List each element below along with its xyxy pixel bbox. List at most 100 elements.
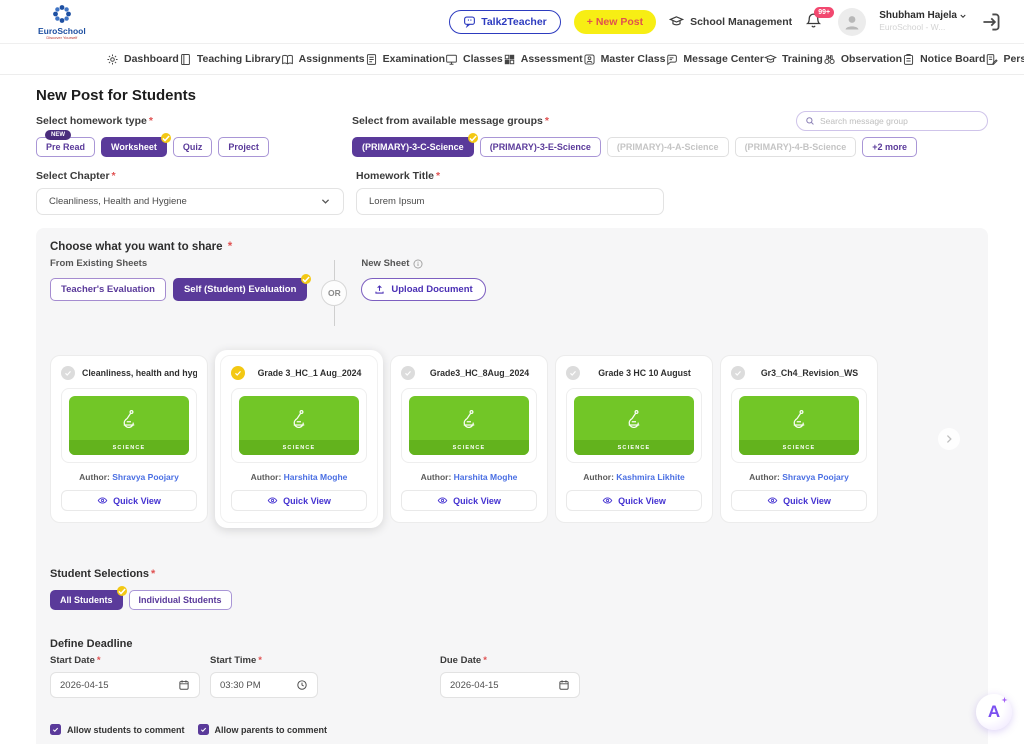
nav-item-label: Master Class [600,53,666,65]
sheet-selected-check[interactable] [231,366,245,380]
nav-item-classes[interactable]: Classes [445,53,503,66]
sheet-card[interactable]: Grade 3_HC_1 Aug_2024 SCIENCE Author: Ha… [220,355,378,523]
user-menu[interactable]: Shubham Hajela EuroSchool - W... [879,10,967,33]
sheet-subject-band: SCIENCE [574,440,694,455]
sheet-unselected-check[interactable] [566,366,580,380]
upload-document-label: Upload Document [391,284,473,295]
existing-option-teacher-s-evaluation[interactable]: Teacher's Evaluation [50,278,166,301]
nav-item-personalized-learning[interactable]: Personalized Learning [985,53,1024,66]
carousel-next-button[interactable] [938,428,960,450]
clipboard-icon [902,53,915,66]
sheet-author-name[interactable]: Shravya Poojary [782,472,849,482]
sheet-author-name[interactable]: Kashmira Likhite [616,472,685,482]
sheet-card[interactable]: Cleanliness, health and hygiene SCIENCE … [50,355,208,523]
from-existing-label: From Existing Sheets [50,258,148,269]
homework-type-pre-read[interactable]: Pre Read NEW [36,130,96,157]
homework-type-label: Project [228,142,259,152]
homework-type-label: Pre Read [46,142,86,152]
euroschool-logo[interactable]: EuroSchool Discover Yourself [38,3,86,41]
message-group-label: (PRIMARY)-4-B-Science [744,142,847,152]
logout-button[interactable] [980,11,1002,33]
message-group-+2-more[interactable]: +2 more [862,137,918,157]
quick-view-button[interactable]: Quick View [401,490,537,511]
start-time-input[interactable] [220,679,296,691]
checkbox-allow-parents-to-comment[interactable]: Allow parents to comment [197,724,327,735]
message-group--primary-3-e-science[interactable]: (PRIMARY)-3-E-Science [479,137,601,157]
quick-view-label: Quick View [618,495,666,506]
student-selection-individual-students[interactable]: Individual Students [128,590,232,610]
notifications-button[interactable]: 99+ [805,6,835,32]
nav-item-assignments[interactable]: Assignments [281,53,365,66]
homework-type-worksheet[interactable]: Worksheet [101,133,171,157]
chapter-select[interactable]: Cleanliness, Health and Hygiene [36,188,344,215]
nav-item-assessment[interactable]: Assessment [503,53,583,66]
nav-item-dashboard[interactable]: Dashboard [106,53,179,66]
nav-item-teaching-library[interactable]: Teaching Library [179,53,281,66]
clock-icon[interactable] [296,679,308,691]
nav-item-master-class[interactable]: Master Class [583,53,666,66]
ai-assistant-button[interactable]: A [976,694,1012,730]
avatar[interactable] [838,7,867,36]
euroschool-flower-icon [51,3,73,25]
info-icon[interactable] [413,259,423,269]
sheet-author-name[interactable]: Harshita Moghe [283,472,348,482]
start-date-group: Start Date * [50,655,200,698]
search-input[interactable] [820,116,979,126]
sheet-unselected-check[interactable] [401,366,415,380]
quick-view-button[interactable]: Quick View [231,490,367,511]
calendar-icon[interactable] [558,679,570,691]
book-icon [179,53,192,66]
checkbox-icon[interactable] [50,724,61,735]
gear-icon [106,53,119,66]
message-groups-label: Select from available message groups * [352,115,549,127]
sheet-author: Author: Shravya Poojary [749,472,849,482]
homework-title-input[interactable] [369,196,651,207]
sheet-author-name[interactable]: Shravya Poojary [112,472,179,482]
microscope-icon [459,408,479,428]
sheet-unselected-check[interactable] [61,366,75,380]
student-selection-label: All Students [60,595,113,605]
sheet-unselected-check[interactable] [731,366,745,380]
message-group-label: (PRIMARY)-3-C-Science [362,142,464,152]
monitor-icon [445,53,458,66]
sheet-title: Grade3_HC_8Aug_2024 [429,368,530,378]
school-management-link[interactable]: School Management [669,14,792,29]
nav-item-observation[interactable]: Observation [823,53,902,66]
checkbox-icon[interactable] [197,724,209,735]
student-selection-all-students[interactable]: All Students [50,586,127,610]
existing-option-self-student-evaluation[interactable]: Self (Student) Evaluation [172,274,312,301]
talk2teacher-button[interactable]: Talk2Teacher [449,9,561,34]
new-post-button[interactable]: + New Post [573,9,657,34]
sheet-thumbnail: SCIENCE [61,388,197,463]
homework-type-label: Worksheet [111,142,157,152]
sheet-author-name[interactable]: Harshita Moghe [453,472,518,482]
nav-item-message-center[interactable]: Message Center [665,53,764,66]
quick-view-button[interactable]: Quick View [61,490,197,511]
sheet-card[interactable]: Gr3_Ch4_Revision_WS SCIENCE Author: Shra… [720,355,878,523]
checkbox-allow-students-to-comment[interactable]: Allow students to comment [50,724,185,735]
homework-title-field [356,188,664,215]
sheet-card[interactable]: Grade3_HC_8Aug_2024 SCIENCE Author: Hars… [390,355,548,523]
homework-type-project[interactable]: Project [218,137,269,157]
nav-item-training[interactable]: Training [763,53,823,66]
nav-item-label: Assessment [520,53,583,65]
nav-item-examination[interactable]: Examination [365,53,445,66]
chat-icon [665,53,678,66]
message-group-search[interactable] [796,111,988,131]
quick-view-button[interactable]: Quick View [566,490,702,511]
homework-type-quiz[interactable]: Quiz [172,137,213,157]
message-group--primary-3-c-science[interactable]: (PRIMARY)-3-C-Science [352,133,478,157]
quick-view-button[interactable]: Quick View [731,490,867,511]
start-date-input[interactable] [60,679,178,691]
nav-item-notice-board[interactable]: Notice Board [902,53,985,66]
calendar-icon[interactable] [178,679,190,691]
message-group--primary-4-a-science: (PRIMARY)-4-A-Science [606,137,729,157]
start-time-field [210,672,318,698]
sheet-card[interactable]: Grade 3 HC 10 August SCIENCE Author: Kas… [555,355,713,523]
due-date-input[interactable] [450,679,558,691]
quick-view-label: Quick View [283,495,331,506]
open-book-icon [281,53,294,66]
page-title: New Post for Students [36,87,197,104]
upload-document-button[interactable]: Upload Document [361,278,486,301]
nav-item-label: Message Center [683,53,764,65]
